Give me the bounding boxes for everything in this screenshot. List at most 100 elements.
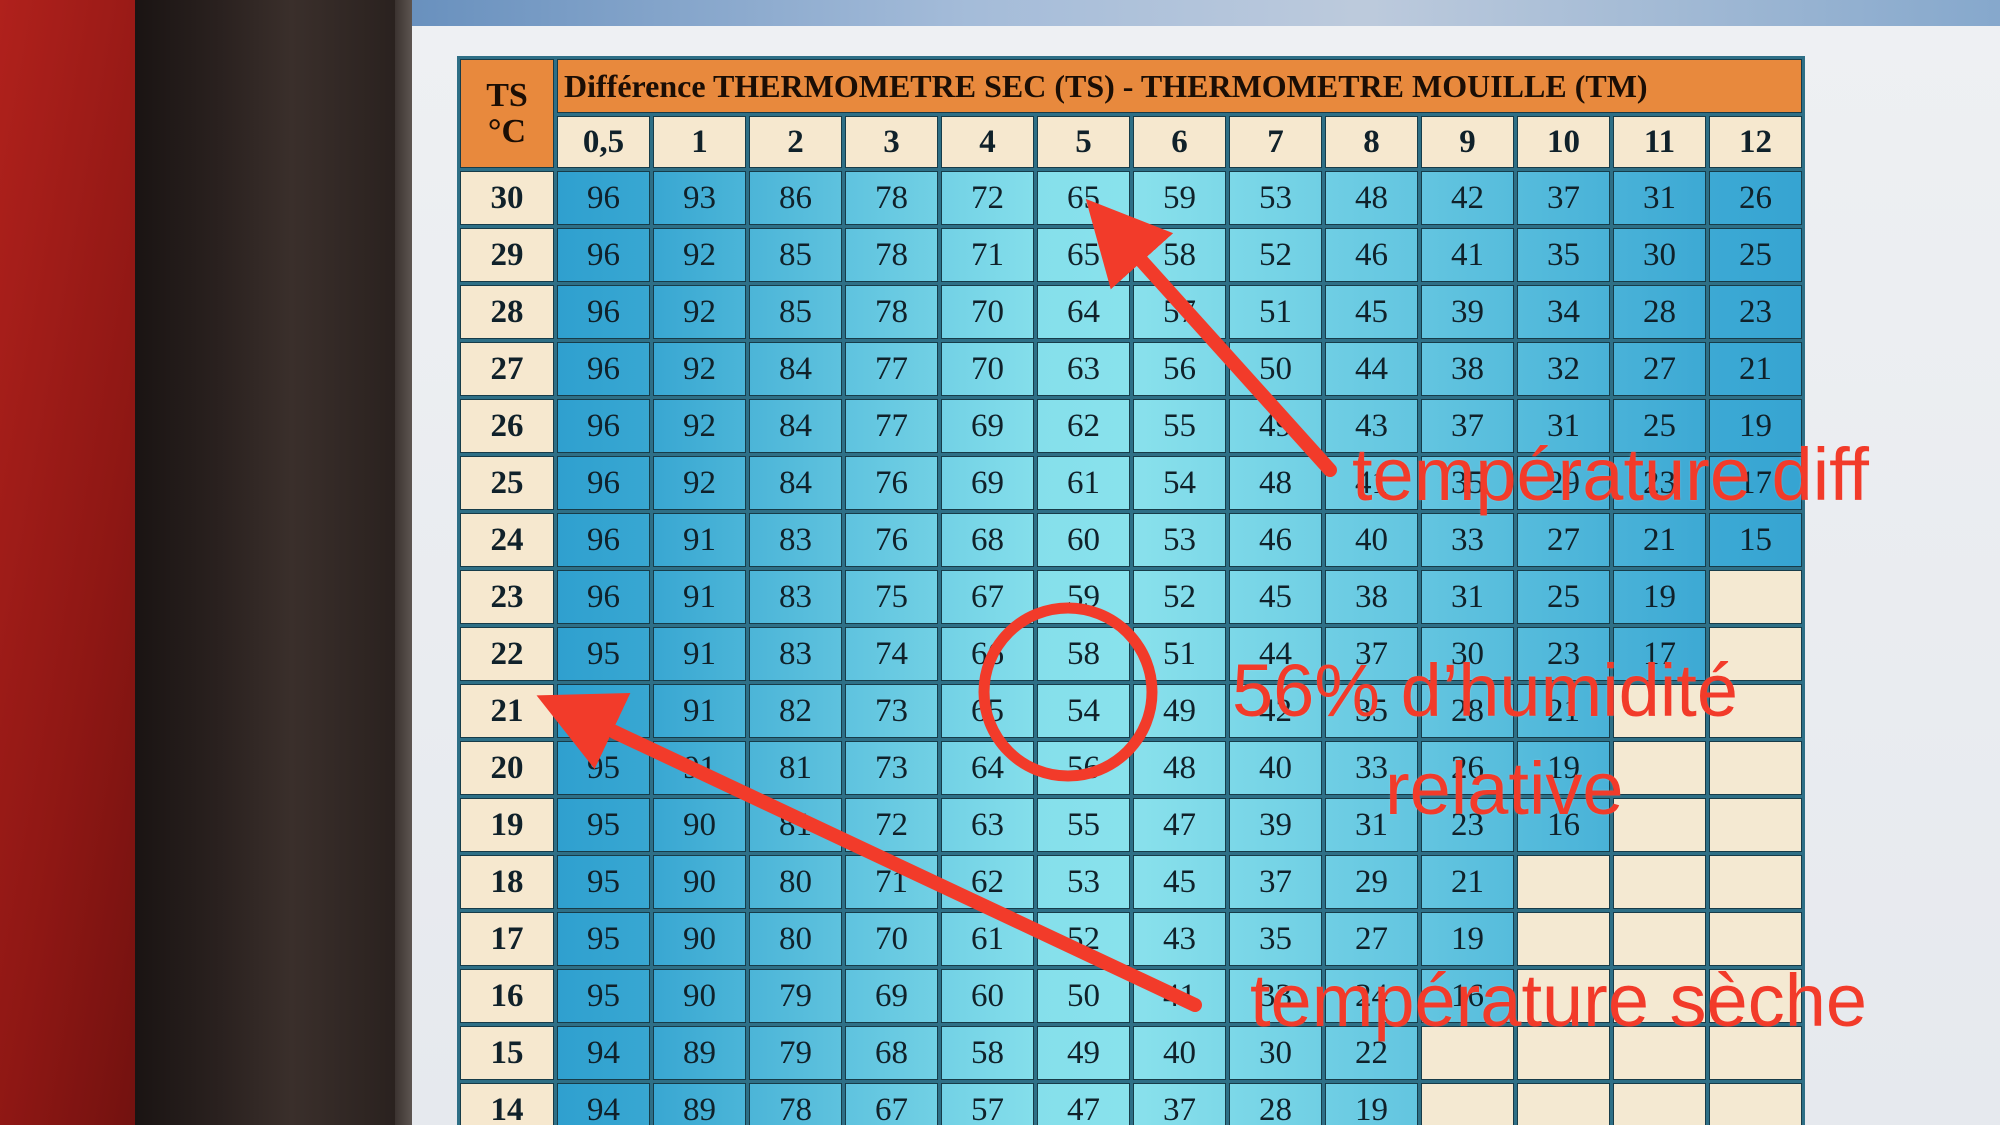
humidity-cell: 17: [1709, 456, 1802, 510]
humidity-cell: 29: [1325, 855, 1418, 909]
row-header-cell: 26: [460, 399, 554, 453]
humidity-cell: 58: [1133, 228, 1226, 282]
humidity-cell: 19: [1517, 741, 1610, 795]
humidity-cell: 64: [1037, 285, 1130, 339]
humidity-cell: 70: [941, 285, 1034, 339]
humidity-cell: 23: [1709, 285, 1802, 339]
humidity-cell: 26: [1421, 741, 1514, 795]
humidity-cell: 62: [941, 855, 1034, 909]
humidity-cell: 77: [845, 399, 938, 453]
humidity-cell: 34: [1517, 285, 1610, 339]
humidity-cell: 96: [557, 342, 650, 396]
humidity-cell: 71: [845, 855, 938, 909]
humidity-cell: 32: [1517, 342, 1610, 396]
humidity-cell: 33: [1229, 969, 1322, 1023]
humidity-cell: 37: [1517, 171, 1610, 225]
humidity-cell: 85: [749, 285, 842, 339]
humidity-cell: 30: [1613, 228, 1706, 282]
humidity-cell: 28: [1421, 684, 1514, 738]
humidity-cell: 25: [1709, 228, 1802, 282]
humidity-cell: 21: [1613, 513, 1706, 567]
table-header-row: TS °C Différence THERMOMETRE SEC (TS) - …: [460, 59, 1802, 168]
humidity-cell: 77: [845, 342, 938, 396]
humidity-cell: 72: [941, 171, 1034, 225]
humidity-cell: 59: [1133, 171, 1226, 225]
humidity-cell: 31: [1613, 171, 1706, 225]
humidity-cell: 23: [1421, 798, 1514, 852]
humidity-cell: 95: [557, 684, 650, 738]
humidity-cell: 91: [653, 684, 746, 738]
humidity-cell: 15: [1709, 513, 1802, 567]
humidity-cell: 76: [845, 456, 938, 510]
humidity-cell: 81: [749, 741, 842, 795]
humidity-cell: 49: [1229, 399, 1322, 453]
humidity-cell: 92: [653, 399, 746, 453]
row-header-cell: 15: [460, 1026, 554, 1080]
humidity-cell: 89: [653, 1026, 746, 1080]
humidity-cell: 33: [1421, 513, 1514, 567]
humidity-cell: 28: [1229, 1083, 1322, 1125]
table-row: 16 95 90 79 69 60 50 41 33 24 16: [460, 969, 1802, 1023]
humidity-cell: 69: [845, 969, 938, 1023]
humidity-cell: 66: [941, 627, 1034, 681]
humidity-cell: 90: [653, 912, 746, 966]
humidity-cell: 53: [1133, 513, 1226, 567]
column-header-cell: 9: [1421, 116, 1514, 168]
humidity-cell: 86: [749, 171, 842, 225]
humidity-cell: 94: [557, 1083, 650, 1125]
empty-cell: [1517, 969, 1610, 1023]
humidity-cell: 96: [557, 570, 650, 624]
humidity-cell: 21: [1421, 855, 1514, 909]
empty-cell: [1421, 1026, 1514, 1080]
humidity-cell: 74: [845, 627, 938, 681]
humidity-cell: 90: [653, 855, 746, 909]
humidity-cell: 49: [1133, 684, 1226, 738]
humidity-cell: 19: [1709, 399, 1802, 453]
humidity-cell: 67: [941, 570, 1034, 624]
humidity-cell: 65: [1037, 228, 1130, 282]
empty-cell: [1709, 684, 1802, 738]
humidity-cell: 81: [749, 798, 842, 852]
column-header-cell: 6: [1133, 116, 1226, 168]
empty-cell: [1517, 1026, 1610, 1080]
column-header-cell: 3: [845, 116, 938, 168]
humidity-cell: 57: [1133, 285, 1226, 339]
humidity-cell: 83: [749, 627, 842, 681]
humidity-cell: 19: [1613, 570, 1706, 624]
humidity-cell: 46: [1325, 228, 1418, 282]
humidity-cell: 62: [1037, 399, 1130, 453]
empty-cell: [1709, 969, 1802, 1023]
column-header-cell: 10: [1517, 116, 1610, 168]
humidity-cell: 85: [749, 228, 842, 282]
humidity-cell: 95: [557, 741, 650, 795]
humidity-cell: 43: [1133, 912, 1226, 966]
humidity-cell: 27: [1517, 513, 1610, 567]
humidity-cell: 61: [1037, 456, 1130, 510]
humidity-cell: 41: [1325, 456, 1418, 510]
row-header-cell: 25: [460, 456, 554, 510]
row-header-cell: 29: [460, 228, 554, 282]
humidity-cell: 79: [749, 969, 842, 1023]
humidity-cell: 52: [1037, 912, 1130, 966]
column-header-cell: 12: [1709, 116, 1802, 168]
ts-header-label: TS: [486, 76, 528, 114]
screen-top-banner: [412, 0, 2000, 26]
humidity-cell: 31: [1325, 798, 1418, 852]
humidity-cell: 25: [1517, 570, 1610, 624]
row-header-cell: 19: [460, 798, 554, 852]
humidity-cell: 96: [557, 171, 650, 225]
humidity-cell: 91: [653, 513, 746, 567]
humidity-cell: 68: [941, 513, 1034, 567]
empty-cell: [1709, 741, 1802, 795]
empty-cell: [1709, 627, 1802, 681]
row-header-cell: 18: [460, 855, 554, 909]
empty-cell: [1613, 684, 1706, 738]
table-row: 30 96 93 86 78 72 65 59 53 48 42 37 31 26: [460, 171, 1802, 225]
humidity-cell: 42: [1229, 684, 1322, 738]
humidity-cell: 56: [1037, 741, 1130, 795]
humidity-cell: 27: [1325, 912, 1418, 966]
humidity-cell: 70: [845, 912, 938, 966]
humidity-cell: 95: [557, 627, 650, 681]
monitor-bezel: [135, 0, 420, 1125]
empty-cell: [1613, 912, 1706, 966]
